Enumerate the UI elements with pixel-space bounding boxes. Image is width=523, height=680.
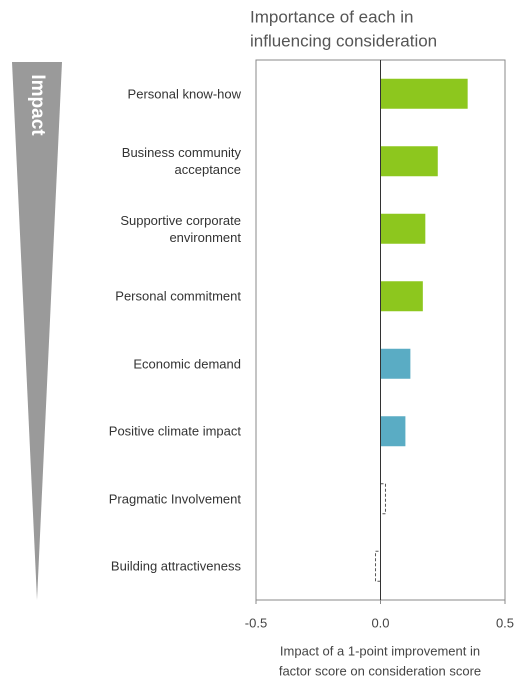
bar (380, 281, 423, 312)
bar (380, 483, 386, 515)
x-tick-label: -0.5 (245, 615, 267, 630)
category-label: Positive climate impact (108, 423, 241, 439)
bar (380, 348, 411, 379)
chart-title: influencing consideration (250, 31, 437, 50)
x-tick-label: 0.5 (496, 615, 514, 630)
bar (380, 146, 438, 177)
category-label: Business community acceptance (121, 145, 241, 178)
category-label: Personal commitment (115, 288, 241, 304)
chart-title: Importance of each in (250, 7, 413, 26)
category-label: Personal know-how (127, 86, 241, 102)
bar (375, 550, 381, 582)
category-label: Building attractiveness (110, 558, 241, 574)
x-axis-label: Impact of a 1-point improvement in (280, 643, 480, 658)
x-axis-label: factor score on consideration score (279, 663, 481, 678)
impact-triangle (12, 62, 62, 600)
category-label: Pragmatic Involvement (108, 491, 241, 507)
category-label: Economic demand (133, 356, 241, 372)
bar (380, 78, 468, 109)
x-tick-label: 0.0 (371, 615, 389, 630)
category-label: Supportive corporate environment (120, 212, 241, 245)
bar (380, 416, 406, 447)
bar (380, 213, 426, 244)
side-label: Impact (27, 74, 48, 136)
